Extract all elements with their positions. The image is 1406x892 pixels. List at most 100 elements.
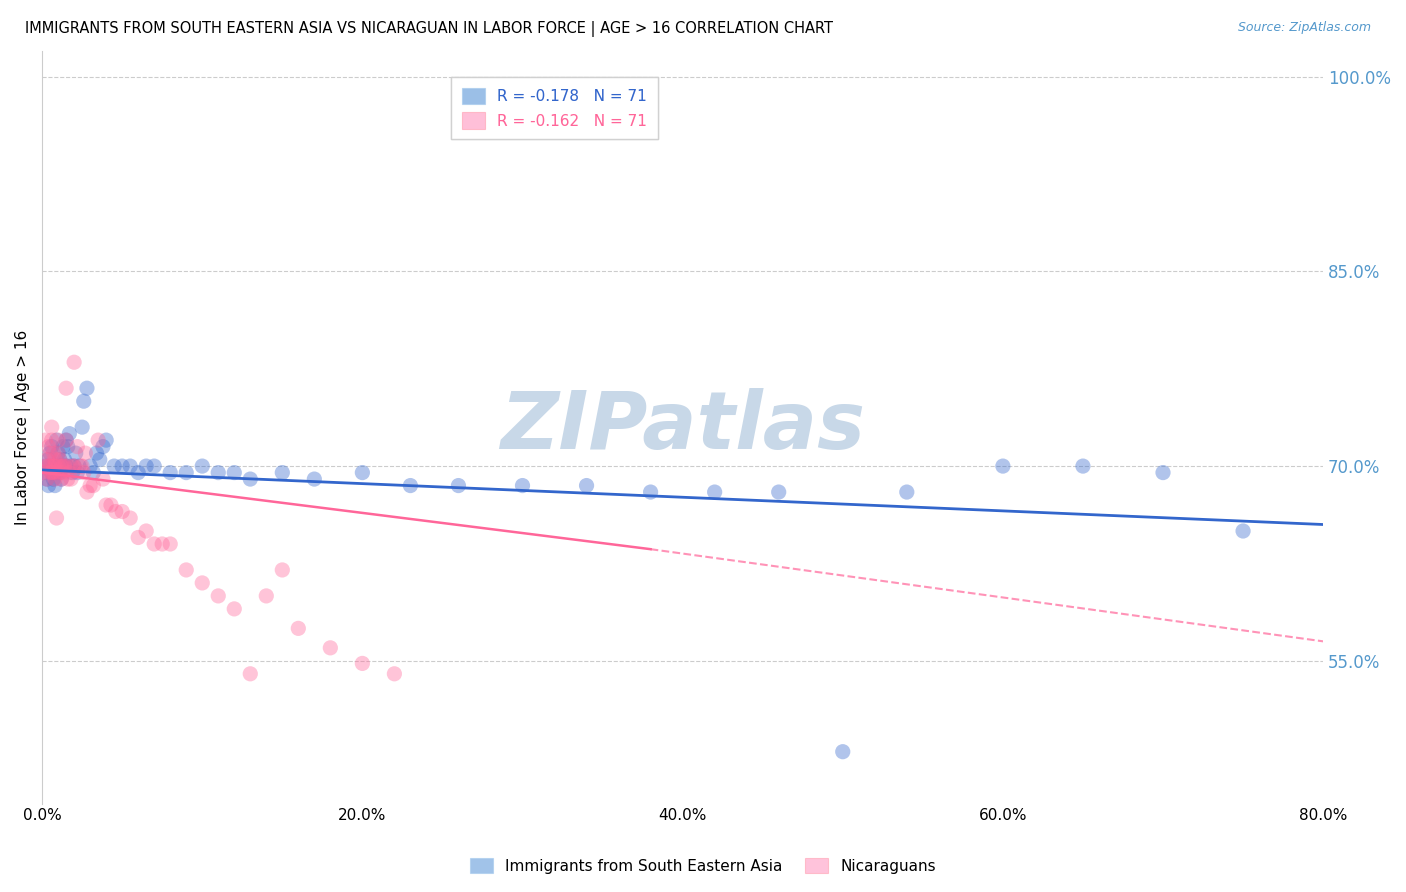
Point [52,459,75,474]
Point [135,524,157,538]
Point [35,452,58,467]
Point [58,466,80,480]
Point [135,459,157,474]
Point [1152,466,1174,480]
Point [46,446,69,460]
Point [91,472,114,486]
Legend: Immigrants from South Eastern Asia, Nicaraguans: Immigrants from South Eastern Asia, Nica… [464,852,942,880]
Point [399,478,422,492]
Point [41,440,63,454]
Point [45,433,67,447]
Point [63,355,86,369]
Point [38,478,60,492]
Point [831,745,853,759]
Point [63,459,86,474]
Point [271,466,294,480]
Point [59,472,82,486]
Point [38,440,60,454]
Point [69,459,91,474]
Point [127,466,149,480]
Point [127,531,149,545]
Point [55,459,77,474]
Point [44,459,66,474]
Point [41,466,63,480]
Point [34,433,56,447]
Point [46,433,69,447]
Point [39,459,62,474]
Point [38,452,60,467]
Point [42,459,65,474]
Point [42,446,65,460]
Point [59,459,82,474]
Point [352,657,374,671]
Point [35,472,58,486]
Point [79,478,101,492]
Point [70,420,93,434]
Point [42,472,65,486]
Point [82,478,104,492]
Point [207,466,229,480]
Point [174,563,197,577]
Point [120,511,142,525]
Point [76,485,98,500]
Point [45,466,67,480]
Point [56,459,79,474]
Point [66,440,89,454]
Point [73,394,96,409]
Point [44,452,66,467]
Point [32,466,55,480]
Point [39,459,62,474]
Point [103,459,125,474]
Point [52,440,75,454]
Point [254,589,277,603]
Point [63,459,86,474]
Point [35,472,58,486]
Point [703,485,725,500]
Point [32,466,55,480]
Point [224,466,246,480]
Point [46,446,69,460]
Point [352,466,374,480]
Point [55,433,77,447]
Point [39,446,62,460]
Point [39,446,62,460]
Point [34,459,56,474]
Point [91,440,114,454]
Point [45,511,67,525]
Point [48,452,70,467]
Point [39,466,62,480]
Point [991,459,1014,474]
Point [224,602,246,616]
Point [42,466,65,480]
Point [44,472,66,486]
Point [287,621,309,635]
Point [191,576,214,591]
Point [96,498,118,512]
Point [53,459,76,474]
Point [640,485,662,500]
Point [70,459,93,474]
Point [55,433,77,447]
Point [48,452,70,467]
Point [304,472,326,486]
Point [67,459,90,474]
Point [66,466,89,480]
Point [62,459,84,474]
Point [1071,459,1094,474]
Point [53,452,76,467]
Point [575,478,598,492]
Point [384,666,406,681]
Point [46,459,69,474]
Point [58,426,80,441]
Point [44,478,66,492]
Point [319,640,342,655]
Point [1232,524,1254,538]
Point [159,466,181,480]
Point [768,485,790,500]
Y-axis label: In Labor Force | Age > 16: In Labor Force | Age > 16 [15,329,31,524]
Point [111,504,134,518]
Point [51,472,73,486]
Point [207,589,229,603]
Point [239,472,262,486]
Point [56,472,79,486]
